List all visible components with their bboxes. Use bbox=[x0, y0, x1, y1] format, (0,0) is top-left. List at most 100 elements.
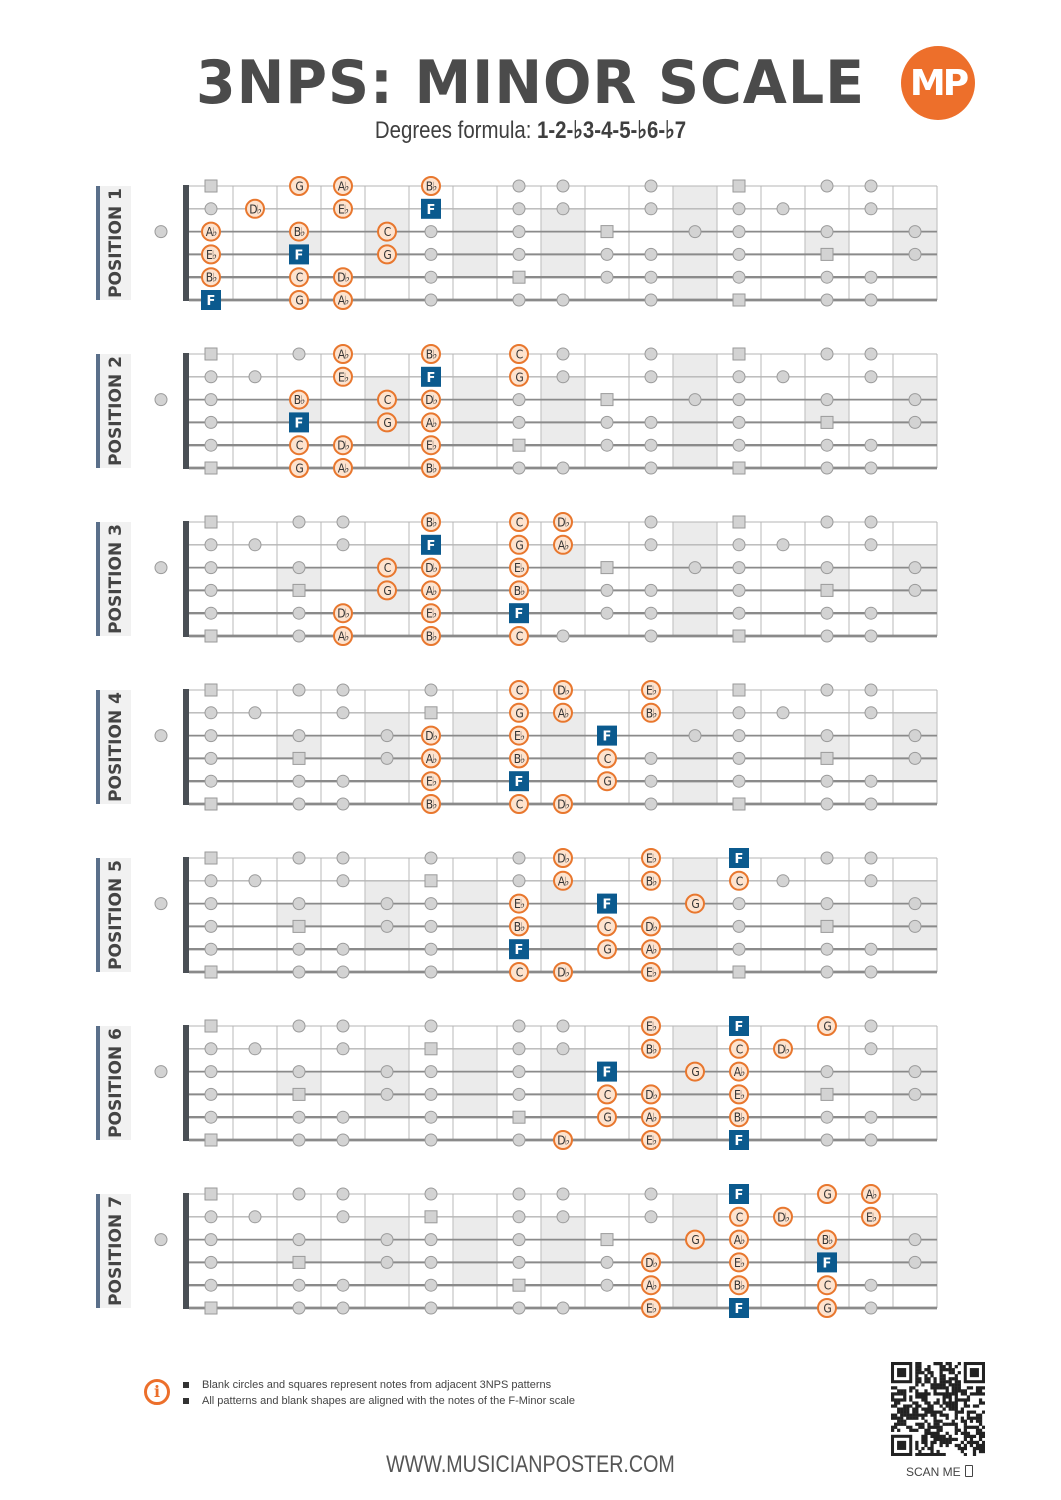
scale-note-label: C bbox=[604, 752, 611, 766]
ghost-note-circle bbox=[820, 851, 834, 865]
scale-note bbox=[201, 221, 221, 242]
scale-note-label: B♭ bbox=[822, 1233, 833, 1247]
qr-module bbox=[960, 1431, 964, 1435]
fretboard-position-2: A♭ B♭ C E♭ F G B♭ C D♭ F G A♭ C D♭ E♭ G A♭ B♭ bbox=[154, 344, 938, 478]
ghost-root-square bbox=[820, 751, 834, 765]
ghost-note-circle bbox=[424, 1019, 438, 1033]
scale-note bbox=[729, 870, 749, 891]
position-label-text: POSITION 1 bbox=[105, 188, 126, 298]
root-note-square bbox=[421, 534, 441, 555]
scale-note-label: A♭ bbox=[866, 1188, 877, 1202]
qr-module bbox=[921, 1371, 925, 1375]
qr-module bbox=[966, 1416, 971, 1420]
ghost-note-circle bbox=[908, 919, 922, 933]
qr-module bbox=[957, 1383, 961, 1387]
ghost-note-circle bbox=[908, 415, 922, 429]
ghost-note-circle bbox=[292, 1019, 306, 1033]
ghost-note-circle bbox=[512, 851, 526, 865]
scale-note bbox=[641, 1275, 661, 1296]
qr-module bbox=[927, 1401, 931, 1405]
ghost-note-circle bbox=[204, 202, 218, 216]
ghost-note-circle bbox=[644, 247, 658, 261]
qr-module bbox=[954, 1377, 958, 1381]
scale-note bbox=[421, 435, 441, 456]
scale-note-label: D♭ bbox=[425, 561, 437, 575]
qr-module bbox=[951, 1404, 955, 1408]
scale-note-label: C bbox=[604, 1088, 611, 1102]
ghost-root-square bbox=[292, 751, 306, 765]
ghost-note-circle bbox=[556, 370, 570, 384]
qr-module bbox=[939, 1374, 943, 1378]
qr-module bbox=[903, 1404, 907, 1408]
qr-module bbox=[900, 1389, 904, 1393]
scale-note-label: E♭ bbox=[646, 1302, 657, 1316]
open-string-ghost-note bbox=[154, 393, 168, 407]
qr-module bbox=[918, 1368, 922, 1372]
ghost-note-circle bbox=[732, 225, 746, 239]
scale-note-label: D♭ bbox=[777, 1042, 789, 1056]
qr-module bbox=[975, 1431, 980, 1435]
ghost-note-circle bbox=[820, 270, 834, 284]
ghost-note-circle bbox=[600, 1255, 614, 1269]
ghost-note-circle bbox=[424, 683, 438, 697]
qr-module bbox=[927, 1422, 931, 1426]
qr-module bbox=[939, 1413, 943, 1417]
qr-module bbox=[972, 1410, 977, 1414]
inlay-shade bbox=[541, 712, 585, 782]
ghost-note-circle bbox=[424, 965, 438, 979]
scale-note bbox=[509, 557, 529, 578]
qr-module bbox=[918, 1395, 922, 1399]
ghost-note-circle bbox=[336, 1133, 350, 1147]
qr-module bbox=[891, 1398, 895, 1402]
qr-module bbox=[981, 1434, 985, 1439]
inlay-shade bbox=[673, 186, 717, 300]
scale-note bbox=[641, 1084, 661, 1105]
ghost-note-circle bbox=[556, 293, 570, 307]
qr-module bbox=[951, 1419, 955, 1423]
ghost-note-circle bbox=[732, 583, 746, 597]
root-note-square bbox=[597, 893, 617, 914]
ghost-note-circle bbox=[732, 247, 746, 261]
ghost-note-circle bbox=[864, 1301, 878, 1315]
qr-code[interactable] bbox=[891, 1362, 985, 1456]
ghost-note-circle bbox=[204, 942, 218, 956]
qr-module bbox=[915, 1428, 919, 1432]
website-link[interactable]: WWW.MUSICIANPOSTER.COM bbox=[386, 1451, 675, 1478]
qr-module bbox=[981, 1425, 985, 1429]
ghost-root-square bbox=[204, 1133, 218, 1147]
ghost-note-circle bbox=[204, 370, 218, 384]
ghost-note-circle bbox=[644, 583, 658, 597]
ghost-note-circle bbox=[864, 1042, 878, 1056]
scale-note-label: D♭ bbox=[645, 1256, 657, 1270]
scale-note bbox=[509, 626, 529, 646]
qr-module bbox=[891, 1392, 895, 1396]
qr-module bbox=[981, 1446, 985, 1451]
root-note-label: F bbox=[735, 1020, 744, 1035]
qr-module bbox=[978, 1398, 983, 1402]
qr-module bbox=[894, 1401, 898, 1405]
scale-note bbox=[333, 344, 353, 364]
ghost-root-square bbox=[732, 797, 746, 811]
ghost-note-circle bbox=[512, 393, 526, 407]
qr-module bbox=[969, 1425, 974, 1429]
qr-module bbox=[978, 1434, 983, 1439]
qr-module bbox=[957, 1371, 961, 1375]
scale-note bbox=[729, 1275, 749, 1296]
qr-module bbox=[945, 1389, 949, 1393]
qr-module bbox=[906, 1407, 910, 1411]
qr-module bbox=[945, 1413, 949, 1417]
ghost-note-circle bbox=[864, 1019, 878, 1033]
ghost-note-circle bbox=[292, 683, 306, 697]
position-label-text: POSITION 2 bbox=[105, 356, 126, 466]
scale-note-label: A♭ bbox=[734, 1233, 745, 1247]
scale-note bbox=[377, 221, 397, 242]
qr-module bbox=[969, 1419, 974, 1423]
qr-module bbox=[900, 1416, 904, 1420]
scale-note bbox=[377, 412, 397, 433]
ghost-note-circle bbox=[336, 1042, 350, 1056]
qr-module bbox=[909, 1413, 913, 1417]
qr-module bbox=[891, 1395, 895, 1399]
degrees-formula: Degrees formula: 1-2-♭3-4-5-♭6-♭7 bbox=[80, 116, 982, 145]
root-note-square bbox=[421, 366, 441, 387]
inlay-shade bbox=[893, 1216, 937, 1286]
